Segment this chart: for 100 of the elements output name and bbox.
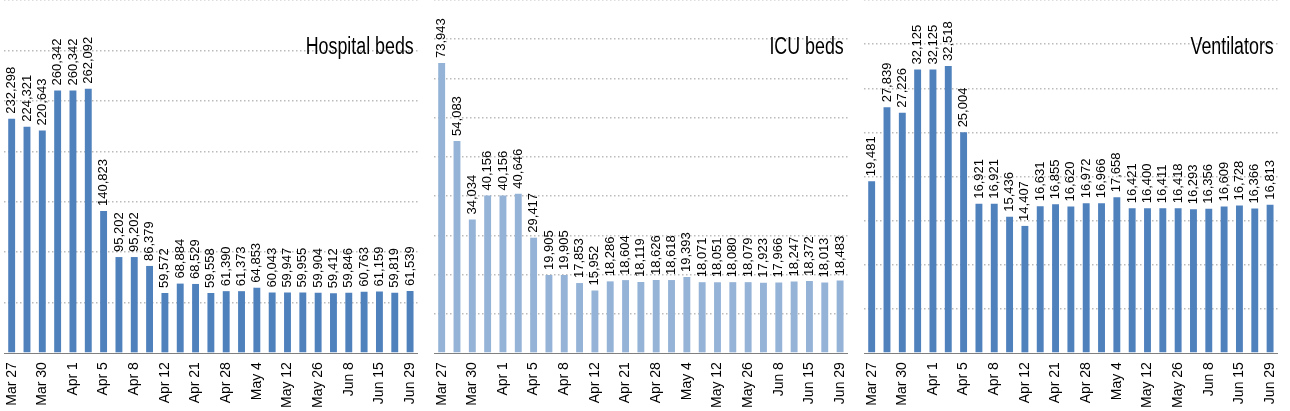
bar	[438, 63, 446, 353]
bar	[683, 277, 691, 353]
x-tick-label: Apr 8	[985, 361, 1002, 396]
bar	[821, 282, 829, 353]
data-label: 59,955	[294, 247, 310, 288]
bar	[253, 287, 261, 353]
data-label: 260,342	[64, 38, 80, 86]
bar	[38, 130, 46, 353]
data-label: 60,043	[263, 247, 279, 288]
data-label: 19,905	[555, 230, 571, 270]
data-label: 16,728	[1231, 160, 1247, 201]
x-tick-label: Apr 21	[616, 361, 633, 404]
data-label: 59,947	[279, 247, 295, 288]
bar	[914, 69, 922, 353]
data-label: 220,643	[33, 78, 49, 126]
x-tick-label: May 26	[1169, 361, 1185, 409]
x-tick-label: Jun 29	[1260, 361, 1277, 405]
bar	[1266, 204, 1274, 353]
x-tick-label: Apr 5	[94, 361, 111, 396]
data-label: 16,921	[985, 158, 1001, 199]
data-label: 59,412	[325, 248, 341, 289]
chart-title: ICU beds	[769, 33, 844, 59]
bar	[284, 292, 291, 353]
chart-title: Ventilators	[1190, 33, 1274, 59]
data-label: 260,342	[49, 38, 65, 86]
x-tick-label: Jun 15	[800, 361, 817, 405]
bar	[8, 118, 16, 353]
data-label: 60,763	[355, 247, 371, 287]
data-label: 29,417	[525, 192, 541, 233]
bar	[484, 195, 492, 353]
data-label: 18,247	[785, 236, 801, 277]
x-tick-label: May 12	[708, 361, 725, 409]
bar	[560, 275, 568, 353]
data-label: 16,418	[1169, 163, 1185, 204]
bar	[207, 293, 215, 353]
bar	[591, 290, 599, 353]
bar	[130, 257, 138, 353]
data-label: 17,853	[571, 238, 587, 279]
bar	[314, 292, 322, 353]
x-tick-label: Jun 29	[400, 361, 417, 405]
bar	[345, 292, 353, 353]
bar	[668, 280, 675, 353]
bar	[330, 293, 337, 353]
data-label: 18,483	[831, 235, 847, 276]
data-label: 16,421	[1123, 163, 1139, 204]
bar	[1036, 206, 1044, 353]
bar	[1235, 205, 1243, 353]
bar	[606, 281, 614, 353]
data-label: 19,905	[540, 230, 556, 270]
bar	[1205, 208, 1213, 353]
bar	[1144, 208, 1151, 353]
data-label: 16,855	[1047, 159, 1063, 200]
x-tick-label: Apr 28	[647, 361, 664, 404]
bar	[468, 219, 476, 353]
data-label: 18,286	[601, 236, 617, 277]
bar	[760, 282, 767, 353]
bar	[944, 66, 952, 353]
data-label: 68,884	[171, 238, 187, 279]
data-label: 32,125	[924, 24, 940, 65]
x-tick-label: Apr 12	[585, 361, 602, 404]
x-tick-label: Apr 1	[63, 361, 80, 396]
data-label: 18,626	[647, 235, 663, 276]
bar	[622, 280, 629, 353]
x-tick-label: Mar 30	[463, 361, 480, 406]
data-label: 18,071	[693, 237, 709, 278]
x-tick-label: May 4	[1107, 361, 1124, 401]
data-label: 25,004	[955, 87, 971, 128]
data-label: 61,390	[217, 246, 233, 287]
bar	[836, 280, 844, 353]
bar	[898, 112, 906, 353]
bar	[805, 281, 813, 353]
data-label: 59,904	[309, 247, 325, 288]
bar	[1159, 208, 1167, 353]
bar	[1251, 208, 1259, 353]
bar	[100, 211, 108, 353]
data-label: 32,125	[909, 24, 925, 65]
bar	[514, 193, 522, 353]
bar	[1220, 206, 1228, 353]
bar	[1021, 225, 1029, 353]
bar	[192, 283, 199, 353]
data-label: 16,366	[1246, 163, 1262, 204]
data-label: 54,083	[448, 96, 464, 136]
bar	[868, 181, 876, 353]
data-label: 59,846	[340, 247, 356, 288]
data-label: 27,839	[878, 62, 894, 103]
x-tick-label: Mar 27	[432, 361, 449, 406]
bar	[268, 292, 276, 353]
data-label: 18,372	[801, 236, 817, 277]
x-tick-label: Mar 30	[33, 361, 50, 406]
bar	[775, 282, 783, 353]
data-label: 19,393	[678, 232, 694, 273]
bar	[115, 257, 123, 353]
x-tick-label: Apr 1	[493, 361, 510, 396]
data-label: 19,481	[863, 136, 879, 177]
data-label: 68,529	[187, 239, 203, 279]
x-tick-label: Apr 8	[125, 361, 142, 396]
bar	[530, 237, 538, 353]
data-label: 27,226	[893, 67, 909, 108]
bar	[960, 132, 968, 353]
data-label: 40,156	[479, 150, 495, 191]
